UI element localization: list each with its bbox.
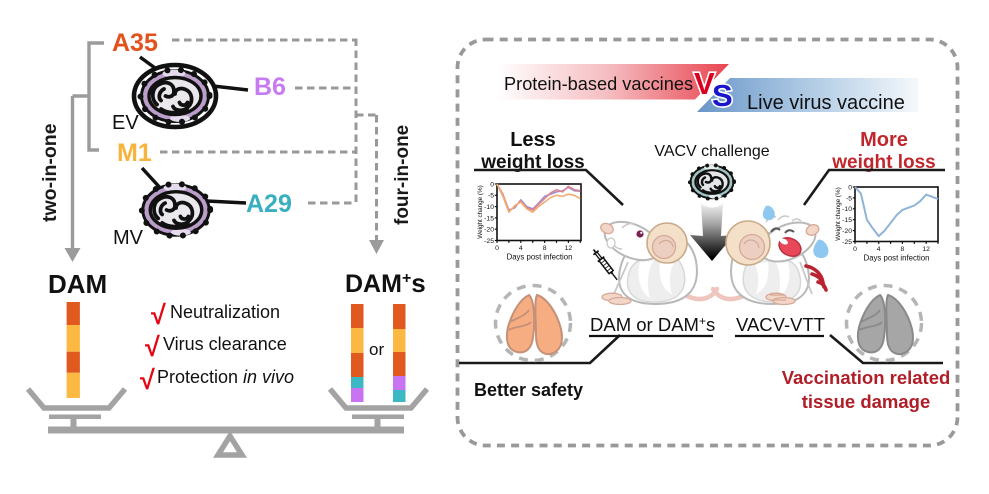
svg-text:DAM+s: DAM+s [345,268,426,298]
svg-text:Better safety: Better safety [474,380,583,400]
svg-text:8: 8 [543,245,547,252]
svg-text:0: 0 [848,184,852,191]
svg-text:B6: B6 [254,73,286,101]
svg-text:-20: -20 [842,228,852,235]
svg-text:or: or [369,340,384,359]
svg-text:0: 0 [853,246,857,253]
svg-text:VACV-VTT: VACV-VTT [736,314,825,335]
svg-text:-15: -15 [484,215,494,222]
svg-text:Protection in vivo: Protection in vivo [157,367,294,387]
svg-text:Days post infection: Days post infection [507,253,573,262]
svg-text:12: 12 [565,245,573,252]
svg-text:Virus clearance: Virus clearance [163,334,287,354]
svg-text:EV: EV [112,112,139,134]
svg-text:V: V [694,66,715,101]
svg-text:DAM: DAM [48,269,107,299]
svg-text:√: √ [140,365,155,395]
svg-text:Days post infection: Days post infection [864,254,930,263]
svg-text:-5: -5 [846,195,852,202]
svg-text:Weight change (%): Weight change (%) [477,185,484,238]
svg-text:Live virus vaccine: Live virus vaccine [747,92,905,114]
svg-text:VACV challenge: VACV challenge [654,143,769,160]
svg-text:-20: -20 [484,227,494,234]
svg-text:4: 4 [877,246,881,253]
svg-text:8: 8 [901,246,905,253]
svg-text:-10: -10 [484,204,494,211]
svg-text:Weight change (%): Weight change (%) [835,187,842,240]
svg-text:-25: -25 [842,239,852,246]
svg-text:tissue damage: tissue damage [802,391,931,412]
svg-text:S: S [712,78,733,113]
svg-text:A29: A29 [246,190,292,218]
svg-text:four-in-one: four-in-one [392,125,413,225]
svg-text:-25: -25 [484,238,494,245]
svg-text:More: More [860,129,908,151]
svg-text:-5: -5 [488,193,494,200]
svg-text:MV: MV [113,227,144,249]
svg-text:4: 4 [519,245,523,252]
svg-text:Less: Less [510,129,556,151]
svg-text:weight loss: weight loss [831,152,935,173]
svg-text:√: √ [145,332,160,362]
svg-text:Vaccination related: Vaccination related [782,367,951,388]
svg-text:DAM or DAM+s: DAM or DAM+s [590,314,715,335]
svg-text:-10: -10 [842,206,852,213]
svg-text:0: 0 [495,245,499,252]
svg-text:A35: A35 [112,29,158,57]
svg-text:-15: -15 [842,217,852,224]
svg-text:Protein-based vaccines: Protein-based vaccines [504,74,693,94]
svg-text:two-in-one: two-in-one [39,123,61,222]
svg-text:√: √ [151,300,166,330]
svg-text:12: 12 [922,246,930,253]
svg-text:weight loss: weight loss [480,152,584,173]
svg-text:M1: M1 [117,139,152,167]
svg-text:0: 0 [490,181,494,188]
svg-text:Neutralization: Neutralization [170,302,280,322]
